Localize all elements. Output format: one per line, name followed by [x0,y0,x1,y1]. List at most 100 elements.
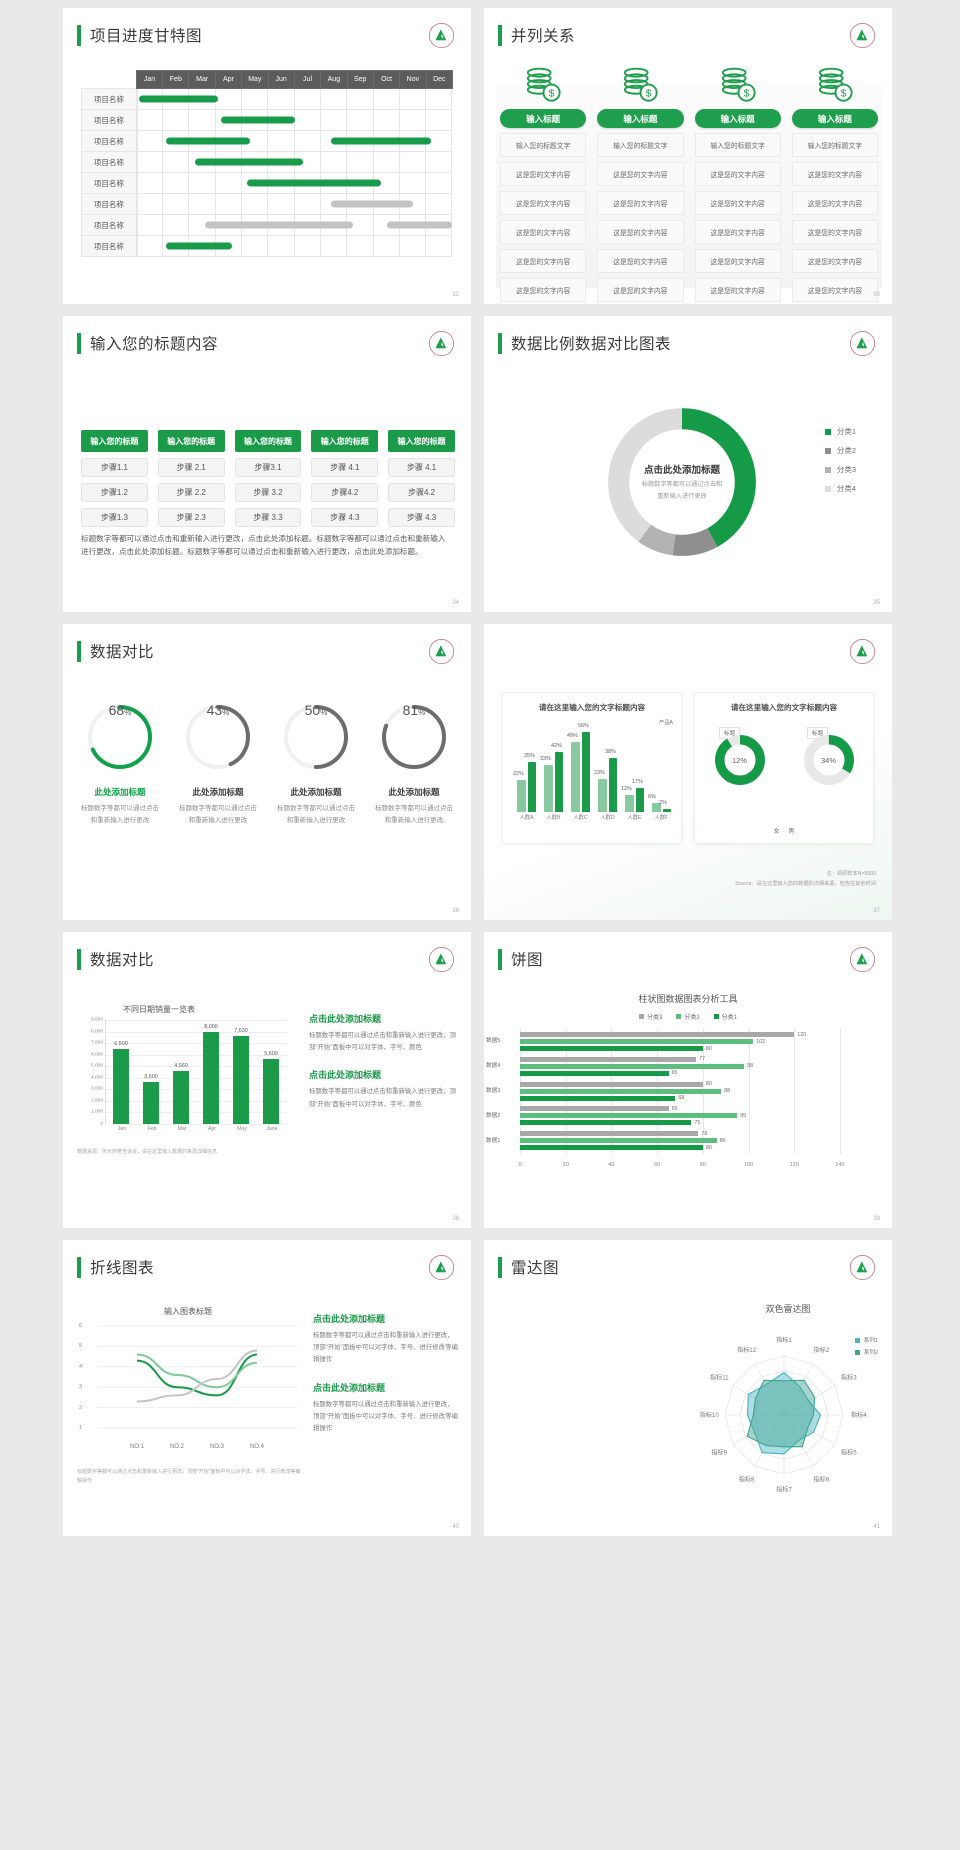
donut-sub-line1: 标题数字等都可以通过点击和 [641,481,723,489]
bar-series-1 [598,779,607,812]
ring-svg [382,705,446,769]
gantt-bar [165,242,232,250]
step-item[interactable]: 步骤1.3 [81,508,148,527]
gantt-cell [294,109,321,131]
column-cell[interactable]: 输入您的标题文字 [791,133,878,157]
gantt-month-feb: Feb [162,70,190,89]
gantt-cell [163,172,190,194]
source-note: 注：调研样本N=5000 Source：请在这里输入您的数据的详细来源，但告往其… [735,870,876,890]
bar [520,1131,699,1137]
ring-gauges: 68% 此处添加标题 标题数字等都可以通过点击和重新输入进行更改 43% 此处添加标题标… [71,702,463,826]
gantt-cell [215,172,243,194]
grouped-bar-chart: 人群A 22% 35% 人群B 33% 42% 人群C 49% 56% 人群D 23% 38% 人群E 1… [511,723,675,821]
column-cell[interactable]: 这是您的文字内容 [694,278,781,302]
brand-logo-icon [849,638,876,665]
column-cell[interactable]: 这是您的文字内容 [694,191,781,215]
column-cell[interactable]: 这是您的文字内容 [791,191,878,215]
radar-axis-label: 指标7 [776,1486,792,1494]
column-cell[interactable]: 这是您的文字内容 [597,220,684,244]
column-cell[interactable]: 这是您的文字内容 [791,278,878,302]
column-cell[interactable]: 这是您的文字内容 [597,162,684,186]
step-item[interactable]: 步骤 3.3 [234,508,302,527]
bar [520,1056,696,1062]
bar-category-label: 人群F [654,815,669,821]
brand-logo-icon [428,946,455,973]
step-item[interactable]: 步骤 3.2 [234,483,302,502]
column-cell[interactable]: 这是您的文字内容 [597,278,684,302]
step-item[interactable]: 步骤 4.3 [388,508,455,527]
slide-header: 数据对比 [63,932,471,970]
step-item[interactable]: 步骤3.1 [234,458,302,477]
step-item[interactable]: 步骤 4.1 [311,458,379,477]
text-block: 点击此处添加标题 标题数字等都可以通过点击和重新输入进行更改，顶部“开始”面板中可… [309,1012,457,1054]
step-item[interactable]: 步骤 4.1 [388,458,455,477]
column-cell[interactable]: 这是您的文字内容 [694,162,781,186]
page-title: 饼图 [511,952,544,969]
x-tick-label: 140 [835,1162,845,1168]
donut-legend: 女 · 男 [773,829,795,835]
donut-center-label: 点击此处添加标题 标题数字等都可以通过点击和 重新输入进行更改 [594,394,770,570]
bar-group: 人群A [517,726,536,821]
gantt-month-oct: Oct [372,70,401,89]
gantt-month-jul: Jul [293,70,322,89]
step-item[interactable]: 步骤 2.1 [157,458,225,477]
column-cell[interactable]: 这是您的文字内容 [500,220,587,244]
step-item[interactable]: 步骤1.1 [81,458,148,477]
radar-chart: 指标1 指标2 指标3 指标4 指标5 指标6 指标7 指标8 指标9 指标10 指标11 指标12 [689,1320,879,1510]
x-tick-label: Apr [207,1126,217,1132]
bar [173,1071,189,1124]
column-cell[interactable]: 这是您的文字内容 [791,249,878,273]
legend-item: 分类3 [638,1012,662,1021]
column-cell[interactable]: 输入您的标题文字 [500,133,587,157]
ring-gauge: 43% 此处添加标题 标题数字等都可以通过点击和重新输入进行更改 [169,702,267,826]
bar-category-label: 人群A [519,815,534,821]
page-title: 数据对比 [90,644,155,661]
gantt-cell [294,130,321,152]
step-header[interactable]: 输入您的标题 [81,430,148,452]
gantt-row-track [136,89,453,110]
column-cell[interactable]: 这是您的文字内容 [597,191,684,215]
radar-spoke [732,1385,785,1416]
text-block: 点击此处添加标题 标题数字等都可以通过点击和重新输入进行更改，顶部“开始”面板中可… [313,1312,459,1367]
column-cell[interactable]: 这是您的文字内容 [500,162,587,186]
column-cell[interactable]: 输入您的标题文字 [694,133,781,157]
column-cell[interactable]: 这是您的文字内容 [694,220,781,244]
step-header[interactable]: 输入您的标题 [311,430,379,452]
radar-axis-label: 指标12 [737,1346,757,1354]
ring-value: 68% [108,702,132,718]
column-cell[interactable]: 这是您的文字内容 [500,249,587,273]
column-pill-button[interactable]: 输入标题 [791,109,878,128]
column-cell[interactable]: 这是您的文字内容 [597,249,684,273]
column-pill-button[interactable]: 输入标题 [597,109,684,128]
text-blocks: 点击此处添加标题 标题数字等都可以通过点击和重新输入进行更改，顶部“开始”面板中可… [313,1312,459,1449]
chart-legend: 分类3 分类2 分类1 [484,1012,892,1021]
step-item[interactable]: 步骤4.2 [388,483,455,502]
slide-radar-chart: 雷达图 双色雷达图 指标1 指标2 指标3 指标4 指标5 指标6 指标7 指标8 指标9 指标1… [484,1240,892,1536]
bar-value-label: 98 [747,1063,753,1070]
step-item[interactable]: 步骤 2.3 [157,508,225,527]
gantt-cell [399,109,427,131]
ring-description: 标题数字等都可以通过点击和重新输入进行更改 [375,805,453,824]
column-cell[interactable]: 这是您的文字内容 [791,220,878,244]
step-header[interactable]: 输入您的标题 [388,430,455,452]
column-pill-button[interactable]: 输入标题 [500,109,587,128]
column-cell[interactable]: 这是您的文字内容 [500,191,587,215]
steps-columns: 输入您的标题 步骤1.1 步骤1.2 步骤1.3 输入您的标题 步骤 2.1 步骤 2.2 步… [81,430,455,527]
column-cell[interactable]: 输入您的标题文字 [597,133,684,157]
step-item[interactable]: 步骤 4.3 [311,508,379,527]
step-item[interactable]: 步骤1.2 [81,483,148,502]
gantt-cell [136,235,164,257]
column-cell[interactable]: 这是您的文字内容 [500,278,587,302]
column-pill-button[interactable]: 输入标题 [694,109,781,128]
bar [143,1082,159,1124]
legend-label: 系列1 [863,1338,878,1344]
column-cell[interactable]: 这是您的文字内容 [694,249,781,273]
step-item[interactable]: 步骤4.2 [311,483,379,502]
legend-label: 分类4 [836,484,856,493]
bar [520,1081,703,1087]
step-item[interactable]: 步骤 2.2 [157,483,225,502]
column-cell[interactable]: 这是您的文字内容 [791,162,878,186]
step-header[interactable]: 输入您的标题 [234,430,302,452]
step-header[interactable]: 输入您的标题 [157,430,225,452]
bar [520,1138,717,1144]
